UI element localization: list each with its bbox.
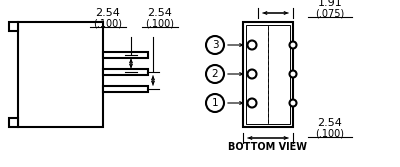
Circle shape <box>290 42 296 48</box>
Circle shape <box>206 94 224 112</box>
Bar <box>9 118 18 127</box>
Bar <box>9 22 18 31</box>
Circle shape <box>290 70 296 77</box>
Circle shape <box>206 65 224 83</box>
Text: 3: 3 <box>212 40 218 50</box>
Text: (.075): (.075) <box>315 8 345 18</box>
Circle shape <box>290 100 296 107</box>
Text: 1: 1 <box>212 98 218 108</box>
Circle shape <box>248 99 256 108</box>
Text: BOTTOM VIEW: BOTTOM VIEW <box>228 142 308 152</box>
Text: 1.91: 1.91 <box>318 0 342 8</box>
Text: 2.54: 2.54 <box>148 8 172 18</box>
Text: (.100): (.100) <box>146 18 174 28</box>
Text: 2.54: 2.54 <box>318 118 342 128</box>
Circle shape <box>248 69 256 78</box>
Text: (.100): (.100) <box>94 18 122 28</box>
Bar <box>246 25 290 124</box>
Bar <box>103 86 148 92</box>
Circle shape <box>248 41 256 49</box>
Text: (.100): (.100) <box>316 128 344 138</box>
Bar <box>103 69 148 75</box>
Circle shape <box>206 36 224 54</box>
Bar <box>103 52 148 58</box>
Bar <box>18 22 103 127</box>
Text: 2.54: 2.54 <box>96 8 120 18</box>
Bar <box>243 22 293 127</box>
Text: 2: 2 <box>212 69 218 79</box>
